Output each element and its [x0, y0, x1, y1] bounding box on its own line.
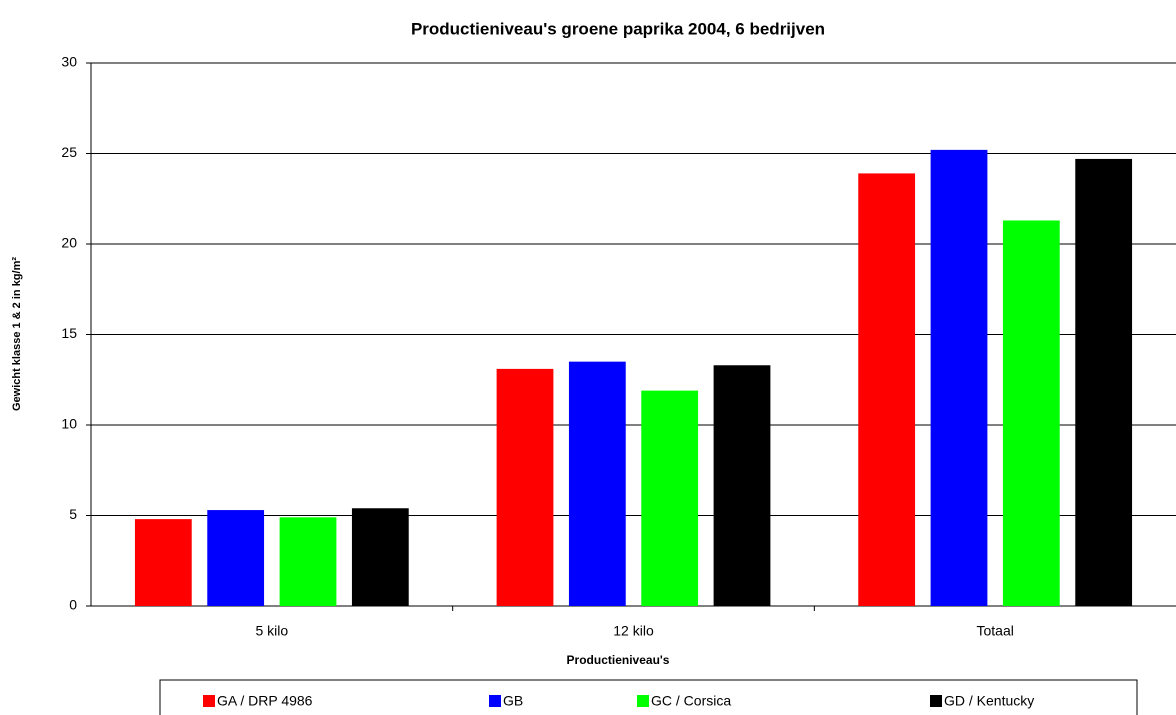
y-tick-label: 25 [61, 144, 77, 160]
x-tick-label: 12 kilo [613, 623, 654, 639]
bar [1075, 158, 1133, 606]
legend-swatch [489, 695, 501, 707]
bar [279, 517, 337, 606]
bar [930, 149, 988, 606]
bar [496, 368, 554, 606]
x-axis-title: Productieniveau's [567, 653, 670, 667]
y-tick-label: 15 [61, 325, 77, 341]
legend-swatch [203, 695, 215, 707]
legend-label: GD / Kentucky [944, 693, 1034, 709]
y-tick-label: 20 [61, 235, 77, 251]
bar [713, 365, 771, 606]
bar [207, 510, 265, 606]
chart-title: Productieniveau's groene paprika 2004, 6… [411, 19, 825, 38]
bar [351, 508, 409, 606]
y-tick-label: 0 [69, 597, 77, 613]
y-axis-title: Gewicht klasse 1 & 2 in kg/m² [11, 257, 23, 411]
bar [641, 390, 699, 606]
legend-swatch [930, 695, 942, 707]
bar [134, 519, 192, 606]
bar [1002, 220, 1060, 606]
legend-swatch [637, 695, 649, 707]
legend-label: GA / DRP 4986 [217, 693, 313, 709]
y-tick-label: 10 [61, 416, 77, 432]
bar [568, 361, 626, 606]
bar [858, 173, 916, 606]
x-tick-label: 5 kilo [255, 623, 288, 639]
y-tick-label: 5 [69, 506, 77, 522]
legend-label: GB [503, 693, 523, 709]
y-tick-label: 30 [61, 54, 77, 70]
x-tick-label: Totaal [976, 623, 1013, 639]
legend-label: GC / Corsica [651, 693, 731, 709]
